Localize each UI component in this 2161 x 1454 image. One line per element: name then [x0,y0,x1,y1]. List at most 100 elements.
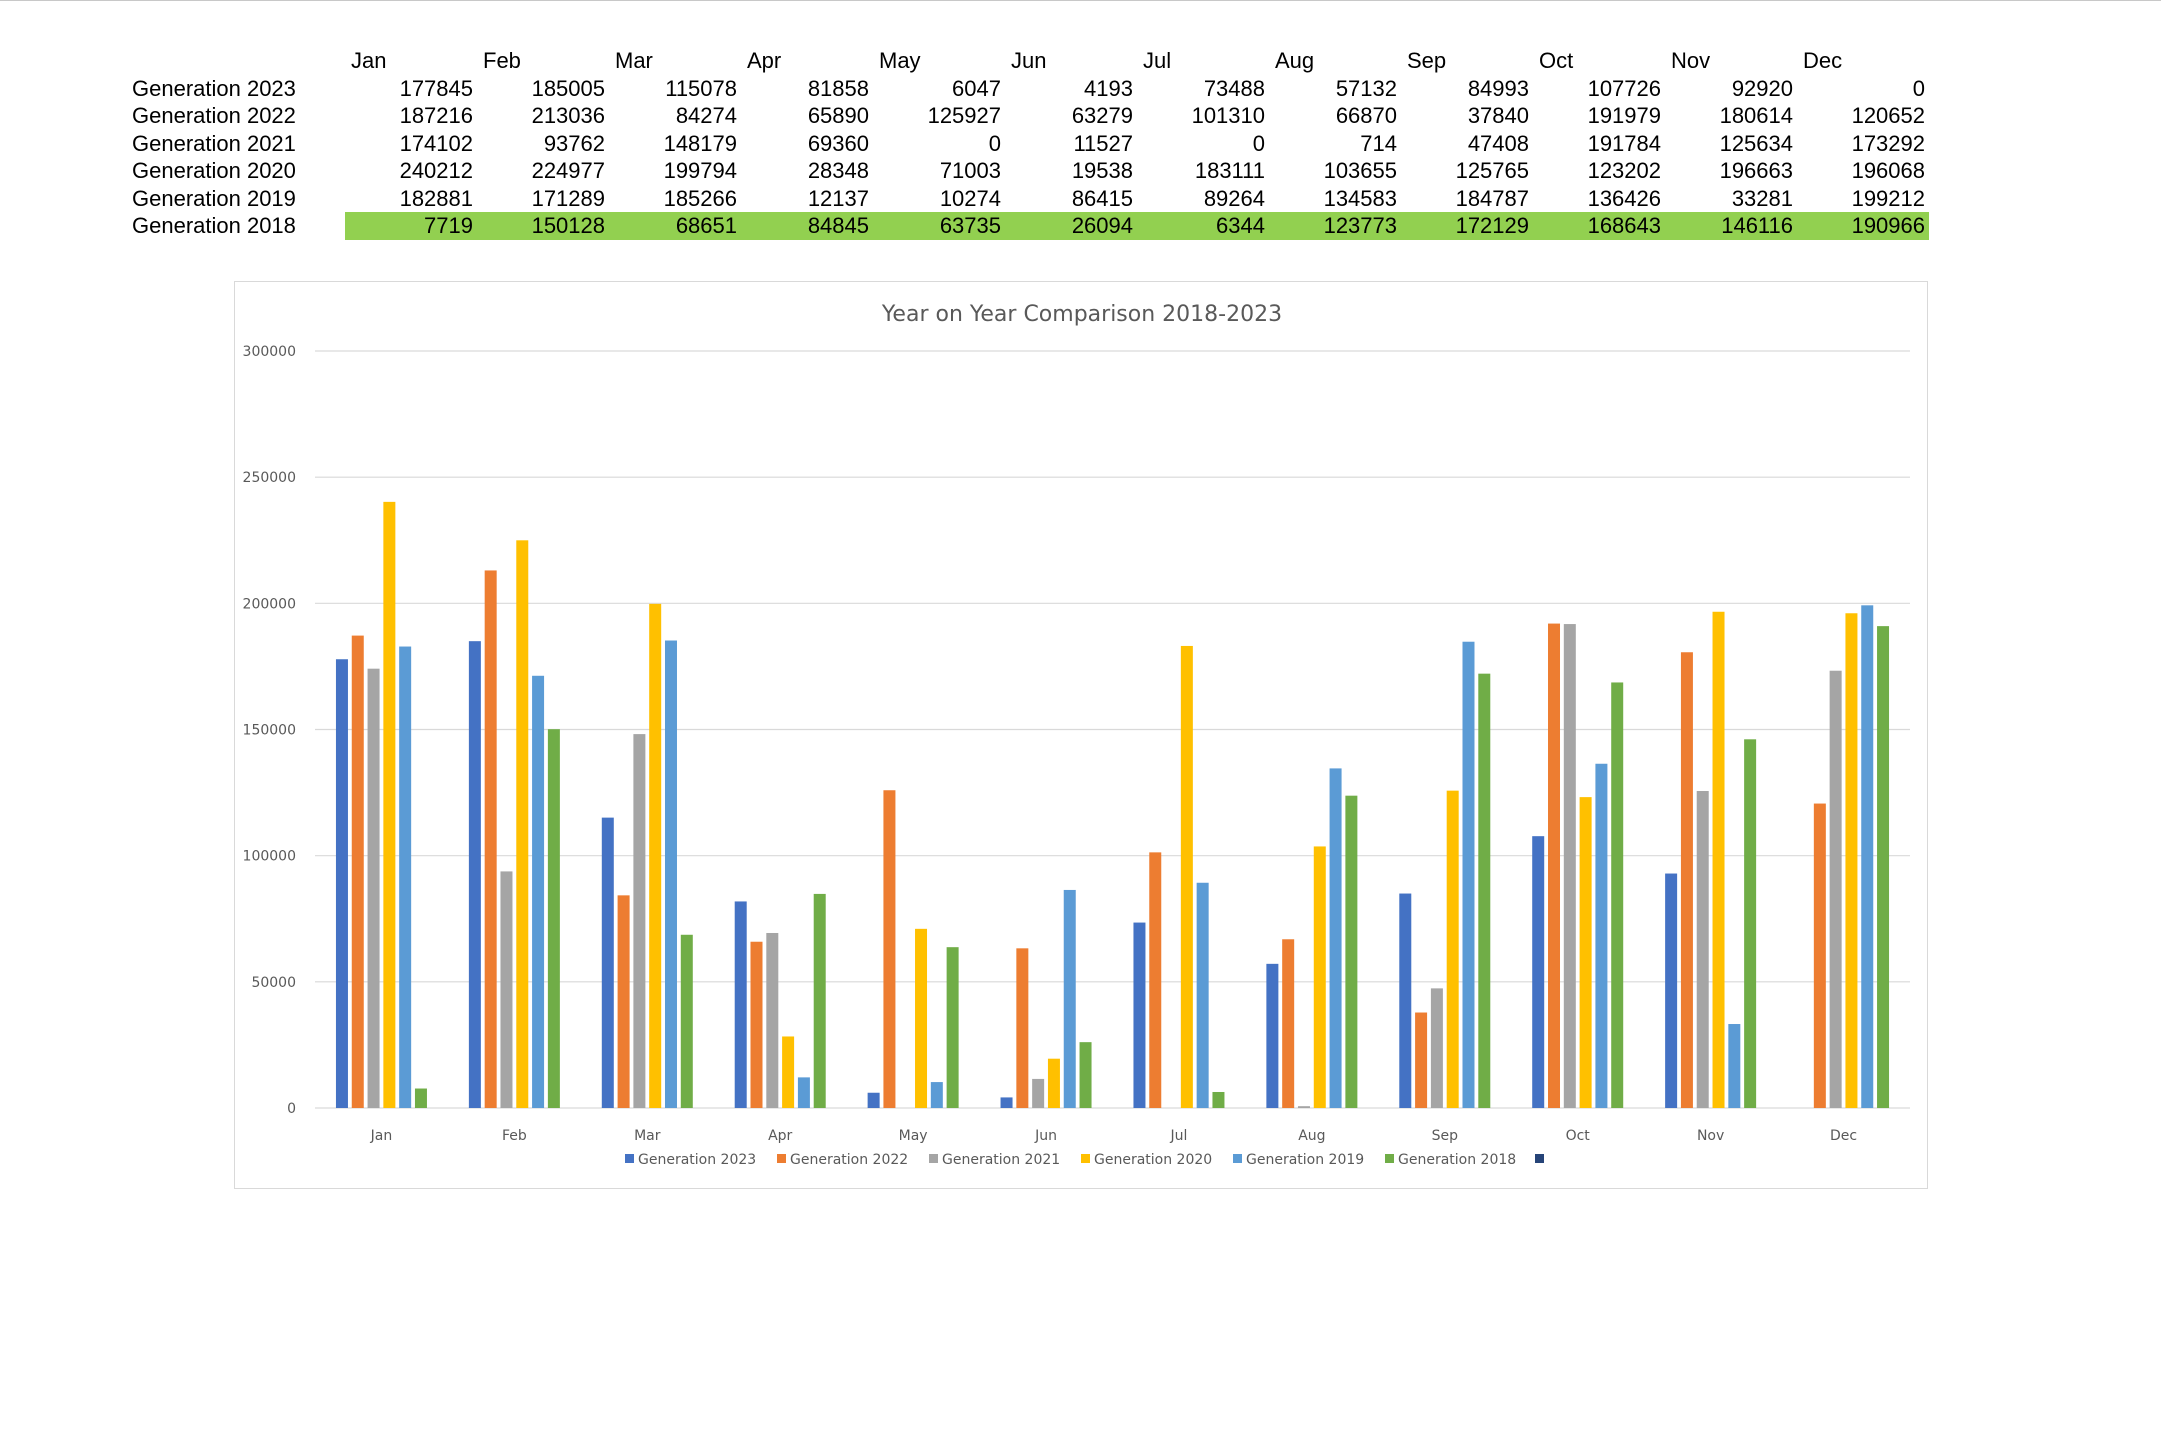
bar [1845,613,1858,1108]
bar [1665,873,1678,1108]
bar [1000,1097,1013,1108]
table-cell: 187216 [399,103,473,128]
table-cell: 199794 [663,158,737,183]
bar [1297,1106,1310,1108]
row-label: Generation 2018 [132,213,296,238]
bar [1079,1042,1092,1108]
row-label: Generation 2022 [132,103,296,128]
bar [1744,739,1757,1108]
table-cell: 84274 [675,103,737,128]
bar [1345,795,1358,1108]
legend-swatch [929,1154,938,1163]
table-cell: 6047 [952,75,1001,101]
y-tick-label: 200000 [243,596,296,612]
table-cell: 199212 [1851,185,1925,211]
top-border-line [0,0,2161,1]
bar [335,659,348,1108]
table-cell: 171289 [531,185,605,211]
table-cell: 177845 [399,75,473,101]
table-cell: 123773 [1269,212,1401,240]
bar [797,1077,810,1108]
bar [617,895,630,1108]
table-cell: 84845 [741,212,873,240]
bar [601,817,614,1108]
table-row: Generation 2019 182881 171289 185266 12137 10… [128,185,1929,213]
column-header: May [879,48,921,73]
bar [383,501,396,1108]
table-cell: 182881 [399,185,473,211]
bar [734,901,747,1108]
x-tick-label: Sep [1432,1128,1459,1144]
legend-extra-swatch [1535,1154,1544,1163]
table-cell: 172129 [1401,212,1533,240]
table-row: Generation 2022 187216 213036 84274 65890 125… [128,102,1929,130]
table-cell: 0 [988,130,1001,156]
table-cell: 148179 [663,130,737,156]
table-cell: 224977 [531,158,605,183]
bar [1063,889,1076,1108]
bar [484,570,497,1108]
table-cell: 107726 [1587,75,1661,101]
bar [649,603,662,1108]
data-table: Jan Feb Mar Apr May Jun Jul Aug Sep Oct … [128,47,1929,240]
x-tick-label: Mar [634,1128,661,1144]
column-header: Jun [1011,48,1047,73]
row-label: Generation 2021 [132,130,296,156]
table-cell: 191979 [1587,103,1661,128]
bar [1180,645,1193,1108]
table-cell: 84993 [1467,75,1529,101]
row-label: Generation 2020 [132,158,296,183]
x-tick-label: Jun [1034,1128,1057,1144]
bar [680,934,693,1108]
bar [1877,626,1890,1108]
bar [414,1088,427,1108]
table-cell: 146116 [1665,212,1797,240]
table-cell: 57132 [1335,75,1397,101]
table-cell: 168643 [1533,212,1665,240]
table-cell: 47408 [1467,130,1529,156]
column-header: Jul [1143,48,1172,73]
bar [1611,682,1624,1108]
table-cell: 213036 [531,103,605,128]
bar [1266,963,1279,1108]
table-row: Generation 2021 174102 93762 148179 69360 0 11… [128,130,1929,158]
table-cell: 65890 [807,103,869,128]
y-tick-label: 50000 [251,975,296,991]
table-cell: 190966 [1797,212,1929,240]
table-cell: 183111 [1194,158,1265,183]
x-tick-label: Dec [1830,1128,1857,1144]
table-cell: 0 [1252,130,1265,156]
table-cell: 19538 [1071,158,1133,183]
table-cell: 4193 [1084,75,1133,101]
bar [782,1036,795,1108]
column-header: Sep [1407,48,1447,73]
bar [532,675,545,1108]
table-cell: 240212 [399,158,473,183]
legend-label: Generation 2020 [1094,1152,1212,1168]
bar [766,932,779,1108]
bar [1415,1012,1428,1108]
table-cell: 11527 [1073,130,1133,156]
table-cell: 173292 [1851,130,1925,156]
bar [351,635,364,1108]
table-cell: 63279 [1071,103,1133,128]
x-tick-label: Feb [502,1128,527,1144]
table-cell: 101310 [1191,103,1265,128]
table-cell: 196663 [1719,158,1793,183]
legend-swatch [1081,1154,1090,1163]
table-cell: 63735 [873,212,1005,240]
bar [516,540,529,1108]
bar [1532,836,1545,1108]
bar [547,729,560,1108]
table-cell: 37840 [1467,103,1529,128]
bar [1478,673,1491,1108]
table-row: Generation 2020 240212 224977 199794 28348 71… [128,157,1929,185]
legend-swatch [777,1154,786,1163]
bar [1548,623,1561,1108]
x-tick-label: Jul [1170,1128,1188,1144]
legend-label: Generation 2018 [1398,1152,1516,1168]
table-cell: 92920 [1731,75,1793,101]
bar [1813,803,1826,1108]
bar [1032,1078,1045,1108]
bar [813,893,826,1108]
